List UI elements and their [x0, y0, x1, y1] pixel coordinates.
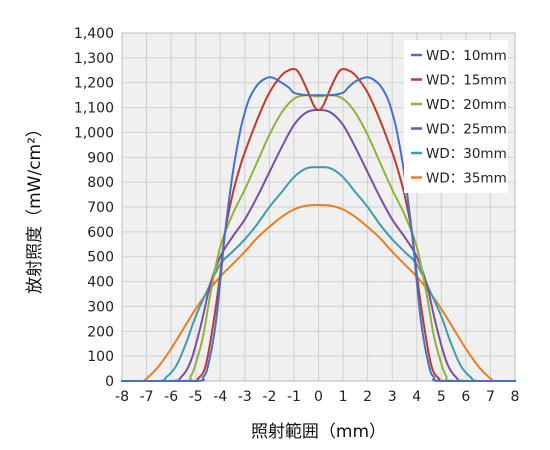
- x-tick-label: 5: [437, 389, 446, 405]
- y-tick-label: 700: [87, 200, 114, 216]
- x-tick-label: 0: [314, 389, 323, 405]
- legend-label: WD：20mm: [426, 97, 507, 113]
- y-tick-label: 200: [87, 324, 114, 340]
- legend-label: WD：35mm: [426, 171, 507, 187]
- y-tick-label: 400: [87, 275, 114, 291]
- y-tick-label: 800: [87, 175, 114, 191]
- x-axis-title: 照射範囲（mm）: [251, 422, 386, 442]
- y-tick-label: 600: [87, 225, 114, 241]
- x-tick-label: -7: [140, 389, 154, 405]
- y-tick-label: 1,200: [74, 76, 114, 92]
- legend: WD：10mm WD：15mm WD：20mm WD：25mm WD：30mm WD：35…: [404, 40, 508, 193]
- y-tick-label: 1,400: [74, 26, 114, 42]
- series-line-5: [121, 166, 516, 382]
- series-line-6: [121, 204, 516, 382]
- y-axis-ticks: 0 100 200 300 400 500 600 700 800 900 1,000 1,100 1,…: [74, 26, 114, 390]
- x-tick-label: 6: [461, 389, 470, 405]
- x-tick-label: 1: [339, 389, 348, 405]
- x-tick-label: -4: [213, 389, 227, 405]
- x-tick-label: 4: [412, 389, 421, 405]
- y-tick-label: 100: [87, 349, 114, 365]
- y-tick-label: 1,100: [74, 101, 114, 117]
- x-tick-label: -5: [189, 389, 203, 405]
- x-tick-label: -6: [164, 389, 178, 405]
- x-tick-label: 7: [486, 389, 495, 405]
- y-tick-label: 500: [87, 250, 114, 266]
- y-tick-label: 0: [105, 374, 114, 390]
- y-tick-label: 900: [87, 150, 114, 166]
- x-tick-label: -2: [262, 389, 276, 405]
- plot-border: [121, 32, 516, 382]
- series-layer: [121, 67, 516, 382]
- legend-label: WD：30mm: [426, 146, 507, 162]
- legend-label: WD：10mm: [426, 48, 507, 64]
- x-tick-label: -3: [238, 389, 252, 405]
- y-tick-label: 1,000: [74, 125, 114, 141]
- x-tick-label: 3: [388, 389, 397, 405]
- series-line-3: [121, 94, 516, 382]
- y-axis-title: 放射照度（mW/cm²）: [25, 120, 45, 294]
- x-axis-ticks: -8 -7 -6 -5 -4 -3 -2 -1 0 1 2 3 4 5 6 7 8: [115, 389, 519, 405]
- legend-label: WD：25mm: [426, 122, 507, 138]
- x-tick-label: -1: [287, 389, 301, 405]
- x-tick-label: 8: [511, 389, 520, 405]
- x-tick-label: -8: [115, 389, 129, 405]
- x-tick-label: 2: [363, 389, 372, 405]
- legend-box: [404, 40, 508, 193]
- legend-label: WD：15mm: [426, 73, 507, 89]
- y-tick-label: 1,300: [74, 51, 114, 67]
- series-line-1: [121, 76, 516, 382]
- y-tick-label: 300: [87, 299, 114, 315]
